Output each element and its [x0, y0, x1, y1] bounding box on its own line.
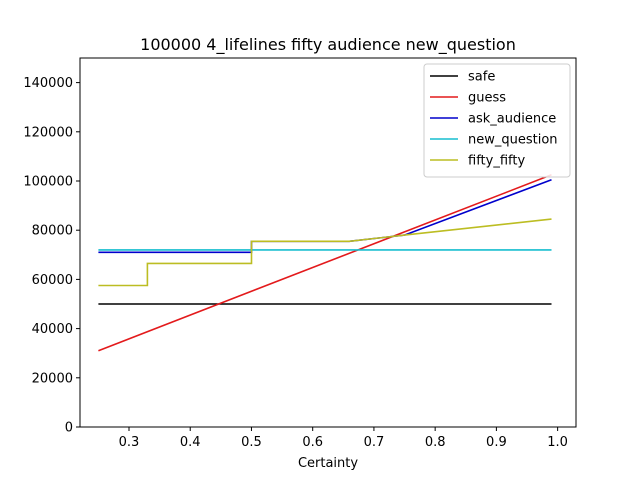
x-axis: 0.3 0.4 0.5 0.6 0.7 0.8 0.9 1.0	[119, 427, 568, 450]
chart-title: 100000 4_lifelines fifty audience new_qu…	[140, 35, 516, 55]
x-axis-label: Certainty	[298, 456, 358, 471]
y-tick-label: 40000	[32, 322, 73, 337]
series-line-guess	[98, 174, 552, 352]
y-axis: 0 20000 40000 60000 80000 100000 120000 140000	[23, 76, 80, 436]
x-tick-label: 0.9	[486, 435, 507, 450]
x-tick-label: 0.3	[119, 435, 140, 450]
y-tick-label: 60000	[32, 273, 73, 288]
x-tick-label: 0.6	[302, 435, 323, 450]
legend-label: ask_audience	[468, 112, 556, 127]
legend-label: fifty_fifty	[468, 154, 525, 169]
y-tick-label: 100000	[23, 175, 73, 190]
y-tick-label: 80000	[32, 224, 73, 239]
legend-label: new_question	[468, 133, 558, 148]
series-group	[98, 174, 552, 352]
plot-frame	[79, 57, 577, 428]
x-tick-label: 0.8	[425, 435, 446, 450]
x-tick-label: 0.5	[241, 435, 262, 450]
y-tick-label: 0	[65, 421, 73, 436]
legend: safe guess ask_audience new_question fifty_f…	[423, 63, 571, 178]
x-tick-label: 0.4	[180, 435, 201, 450]
x-tick-label: 1.0	[547, 435, 568, 450]
y-tick-label: 120000	[23, 125, 73, 140]
legend-label: safe	[468, 70, 495, 85]
y-tick-label: 140000	[23, 76, 73, 91]
legend-label: guess	[468, 91, 506, 106]
y-tick-label: 20000	[32, 371, 73, 386]
x-tick-label: 0.7	[364, 435, 385, 450]
series-line-fifty-fifty	[98, 218, 552, 287]
legend-box	[423, 63, 571, 178]
